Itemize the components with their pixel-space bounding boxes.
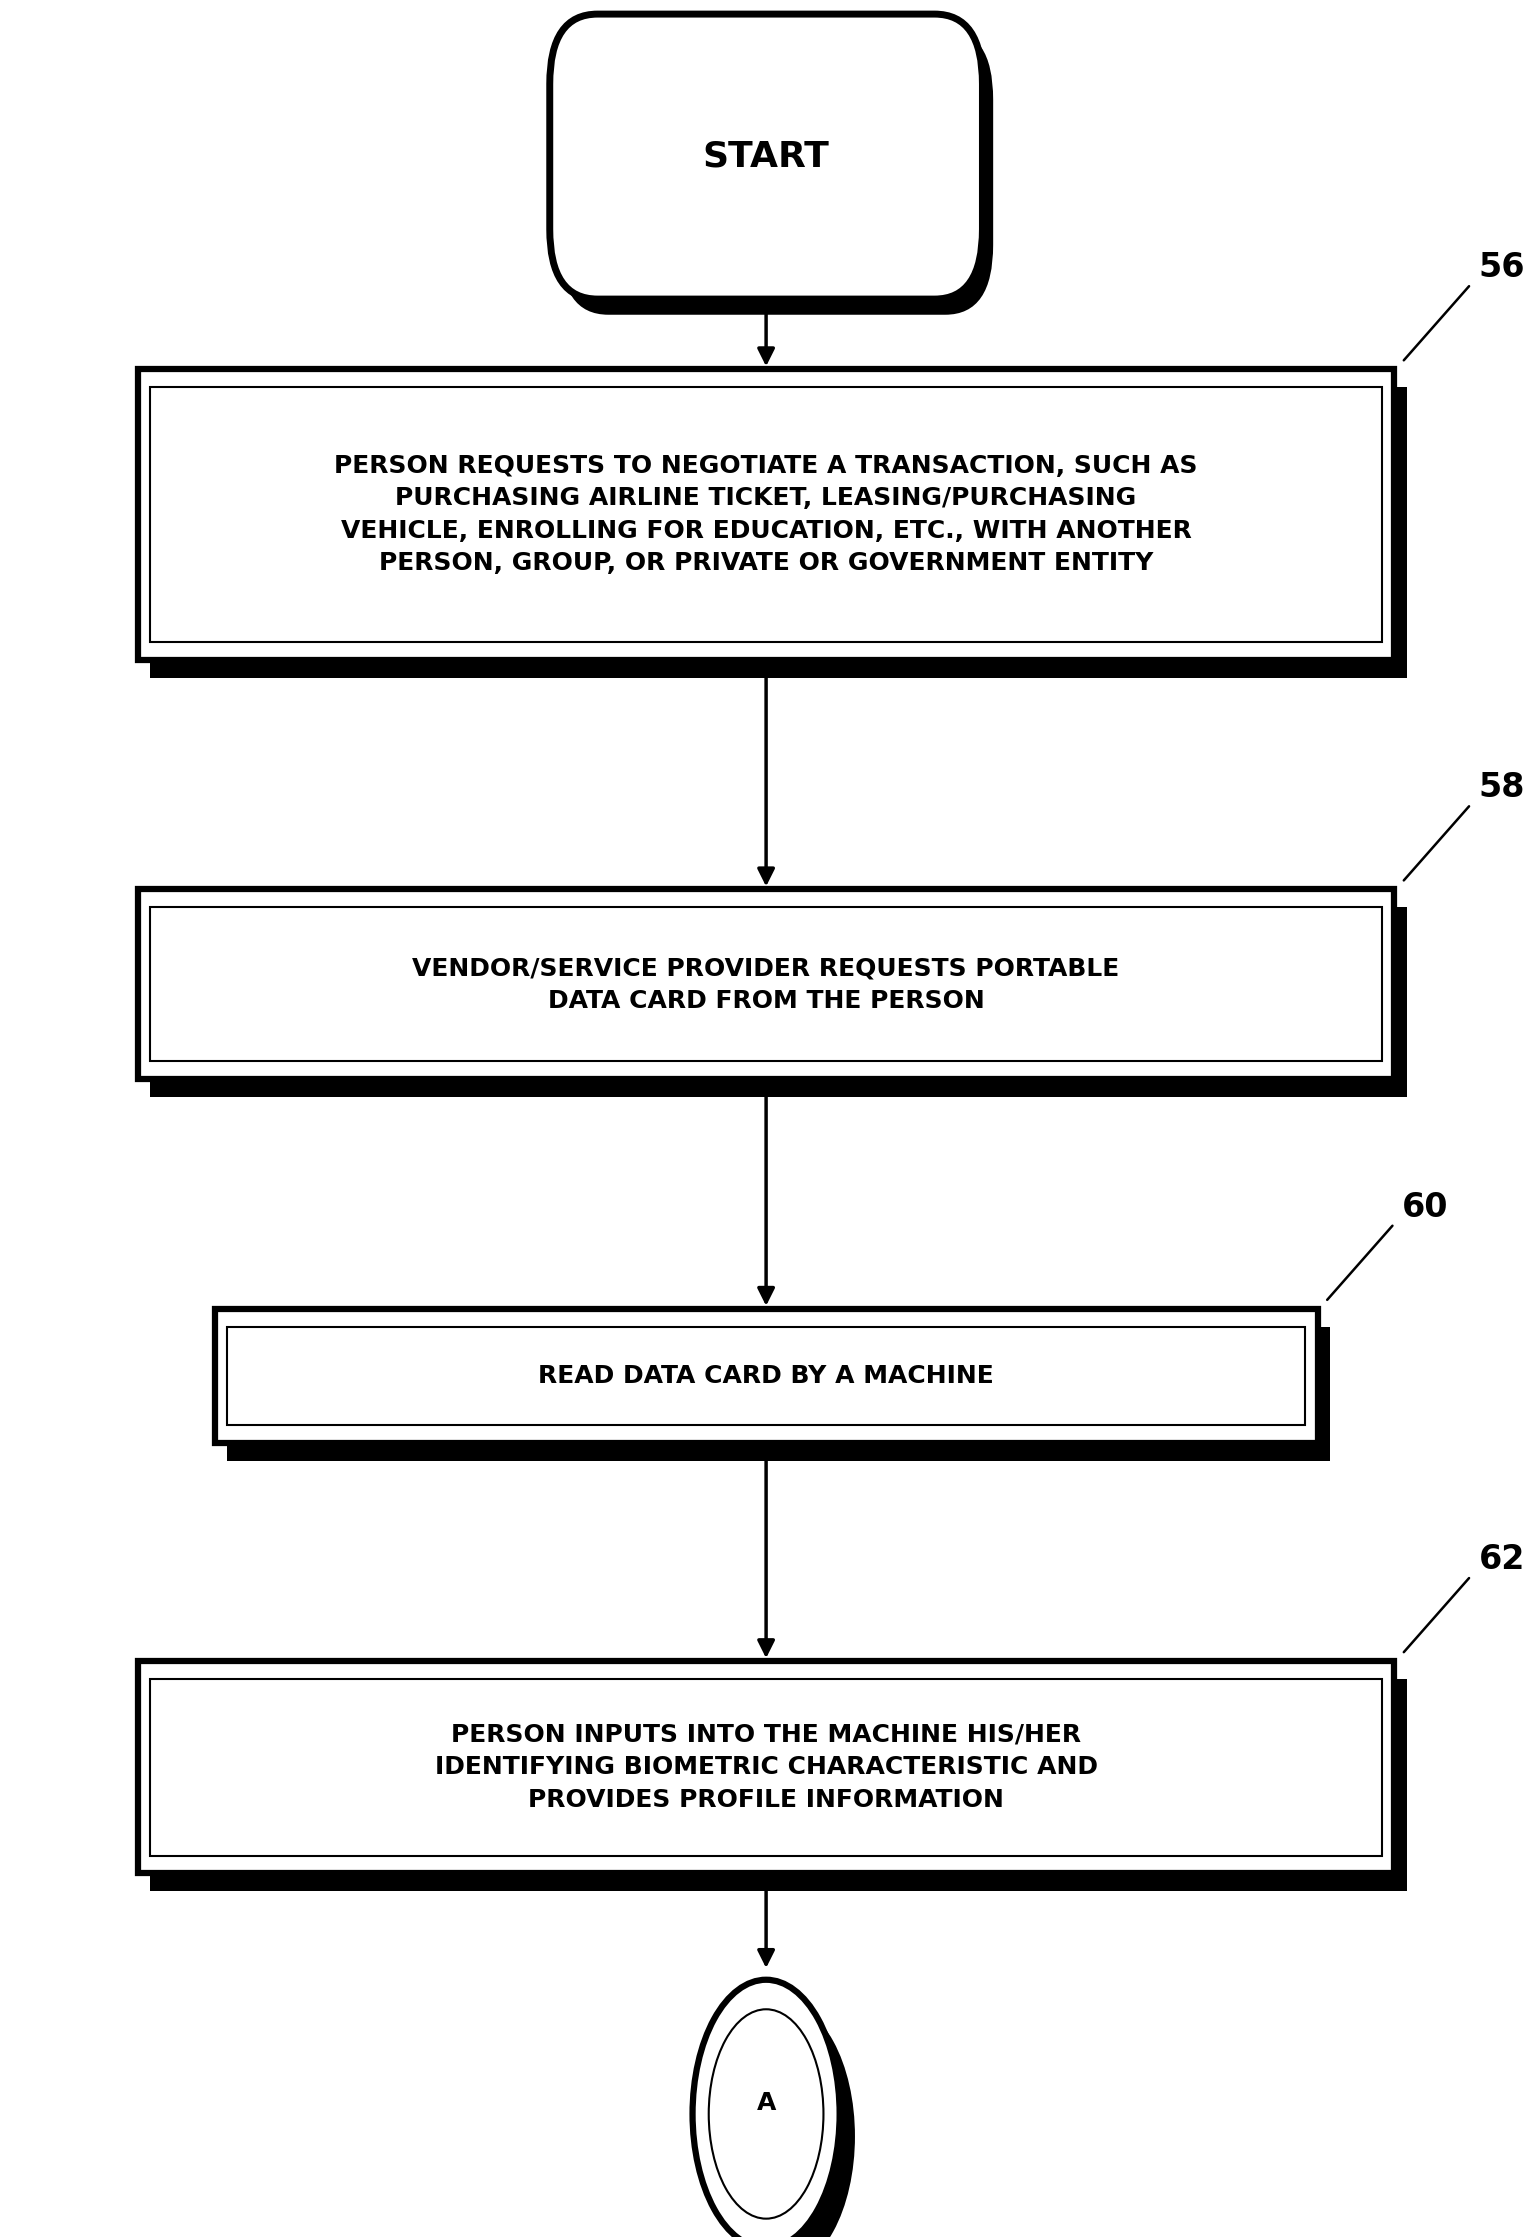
FancyBboxPatch shape [138,369,1394,660]
Text: 62: 62 [1479,1544,1525,1575]
FancyBboxPatch shape [215,1309,1317,1443]
Text: VENDOR/SERVICE PROVIDER REQUESTS PORTABLE
DATA CARD FROM THE PERSON: VENDOR/SERVICE PROVIDER REQUESTS PORTABL… [412,955,1120,1013]
FancyBboxPatch shape [151,908,1406,1096]
FancyBboxPatch shape [151,387,1382,642]
FancyBboxPatch shape [138,888,1394,1078]
FancyBboxPatch shape [227,1327,1330,1461]
FancyBboxPatch shape [151,1678,1406,1893]
Text: READ DATA CARD BY A MACHINE: READ DATA CARD BY A MACHINE [538,1365,994,1387]
FancyBboxPatch shape [138,1660,1394,1875]
Text: A: A [756,2092,776,2116]
Text: 56: 56 [1479,251,1525,284]
FancyBboxPatch shape [151,908,1382,1060]
Text: 58: 58 [1479,772,1525,803]
Ellipse shape [709,2009,824,2219]
Text: START: START [702,139,830,174]
Text: 60: 60 [1402,1190,1448,1224]
Ellipse shape [693,1980,839,2237]
Text: PERSON INPUTS INTO THE MACHINE HIS/HER
IDENTIFYING BIOMETRIC CHARACTERISTIC AND
: PERSON INPUTS INTO THE MACHINE HIS/HER I… [435,1722,1097,1812]
Text: PERSON REQUESTS TO NEGOTIATE A TRANSACTION, SUCH AS
PURCHASING AIRLINE TICKET, L: PERSON REQUESTS TO NEGOTIATE A TRANSACTI… [335,454,1197,575]
Ellipse shape [709,2002,855,2237]
FancyBboxPatch shape [151,387,1406,678]
FancyBboxPatch shape [227,1327,1305,1425]
FancyBboxPatch shape [151,1678,1382,1857]
FancyBboxPatch shape [561,29,993,315]
FancyBboxPatch shape [550,13,982,300]
